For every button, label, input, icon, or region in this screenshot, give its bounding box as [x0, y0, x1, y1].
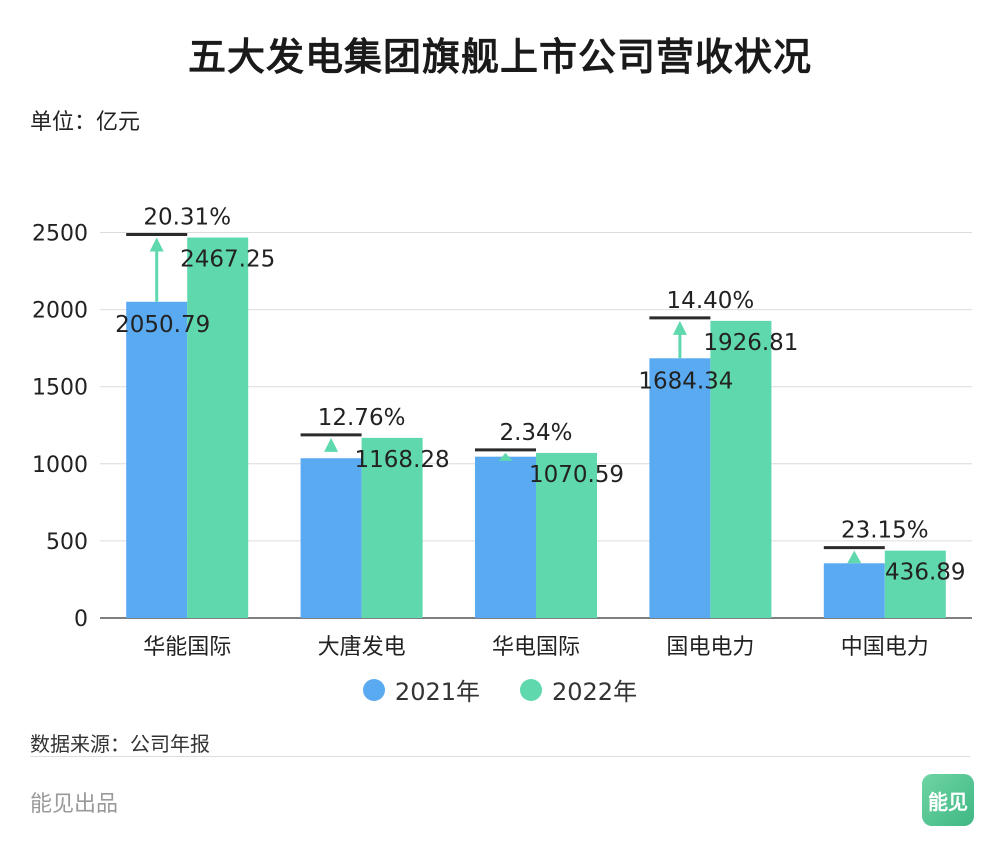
growth-arrow-head-1	[324, 437, 339, 452]
bar-2022-0	[187, 237, 249, 618]
page-title: 五大发电集团旗舰上市公司营收状况	[187, 35, 812, 79]
value-label-2021-3: 1684.34	[638, 368, 733, 394]
x-tick-label-1: 大唐发电	[318, 635, 406, 660]
growth-label-1: 12.76%	[318, 405, 406, 431]
growth-arrow-head-2	[498, 452, 513, 461]
x-tick-label-4: 中国电力	[841, 635, 929, 660]
footer-divider	[30, 756, 970, 757]
legend-dot-2021-icon	[362, 678, 385, 701]
growth-arrow-head-3	[672, 320, 687, 335]
value-label-2022-2: 1070.59	[529, 462, 624, 488]
bar-2022-3	[710, 320, 772, 618]
value-label-2021-0: 2050.79	[115, 312, 210, 338]
growth-label-0: 20.31%	[143, 205, 231, 231]
y-tick-label-0: 0	[74, 607, 88, 632]
legend-label-2022: 2022年	[552, 678, 638, 706]
bar-2022-1	[361, 437, 423, 618]
bar-2021-1	[300, 458, 362, 618]
value-label-2022-1: 1168.28	[355, 447, 450, 473]
publisher-label: 能见出品	[30, 792, 119, 817]
growth-label-2: 2.34%	[499, 420, 572, 446]
x-tick-label-3: 国电电力	[666, 635, 754, 660]
y-tick-label-2000: 2000	[32, 299, 88, 324]
value-label-2022-3: 1926.81	[703, 330, 798, 356]
y-tick-label-1500: 1500	[32, 376, 88, 401]
legend: 2021年 2022年	[0, 672, 1000, 707]
bar-2022-2	[536, 452, 597, 618]
x-tick-label-0: 华能国际	[143, 635, 231, 660]
bar-2021-4	[823, 563, 885, 618]
bar-2022-4	[884, 550, 946, 618]
x-tick-label-2: 华电国际	[492, 635, 580, 660]
source-label: 数据来源：公司年报	[30, 732, 210, 756]
growth-arrow-head-4	[847, 550, 862, 564]
brand-logo: 能见	[922, 774, 974, 826]
legend-item-2021: 2021年	[362, 672, 480, 707]
unit-label: 单位：亿元	[30, 110, 141, 135]
legend-dot-2022-icon	[520, 678, 542, 701]
legend-label-2021: 2021年	[394, 678, 480, 706]
growth-label-4: 23.15%	[841, 518, 929, 544]
y-tick-label-500: 500	[46, 530, 88, 555]
growth-arrow-head-0	[149, 237, 164, 252]
value-label-2022-4: 436.89	[885, 560, 965, 586]
legend-item-2022: 2022年	[520, 672, 637, 707]
y-tick-label-1000: 1000	[32, 453, 88, 478]
bar-2021-2	[475, 456, 536, 618]
value-label-2022-0: 2467.25	[180, 247, 275, 273]
y-tick-label-2500: 2500	[32, 222, 88, 247]
bar-2021-3	[649, 358, 711, 618]
growth-label-3: 14.40%	[667, 288, 755, 314]
bar-2021-0	[126, 301, 188, 618]
